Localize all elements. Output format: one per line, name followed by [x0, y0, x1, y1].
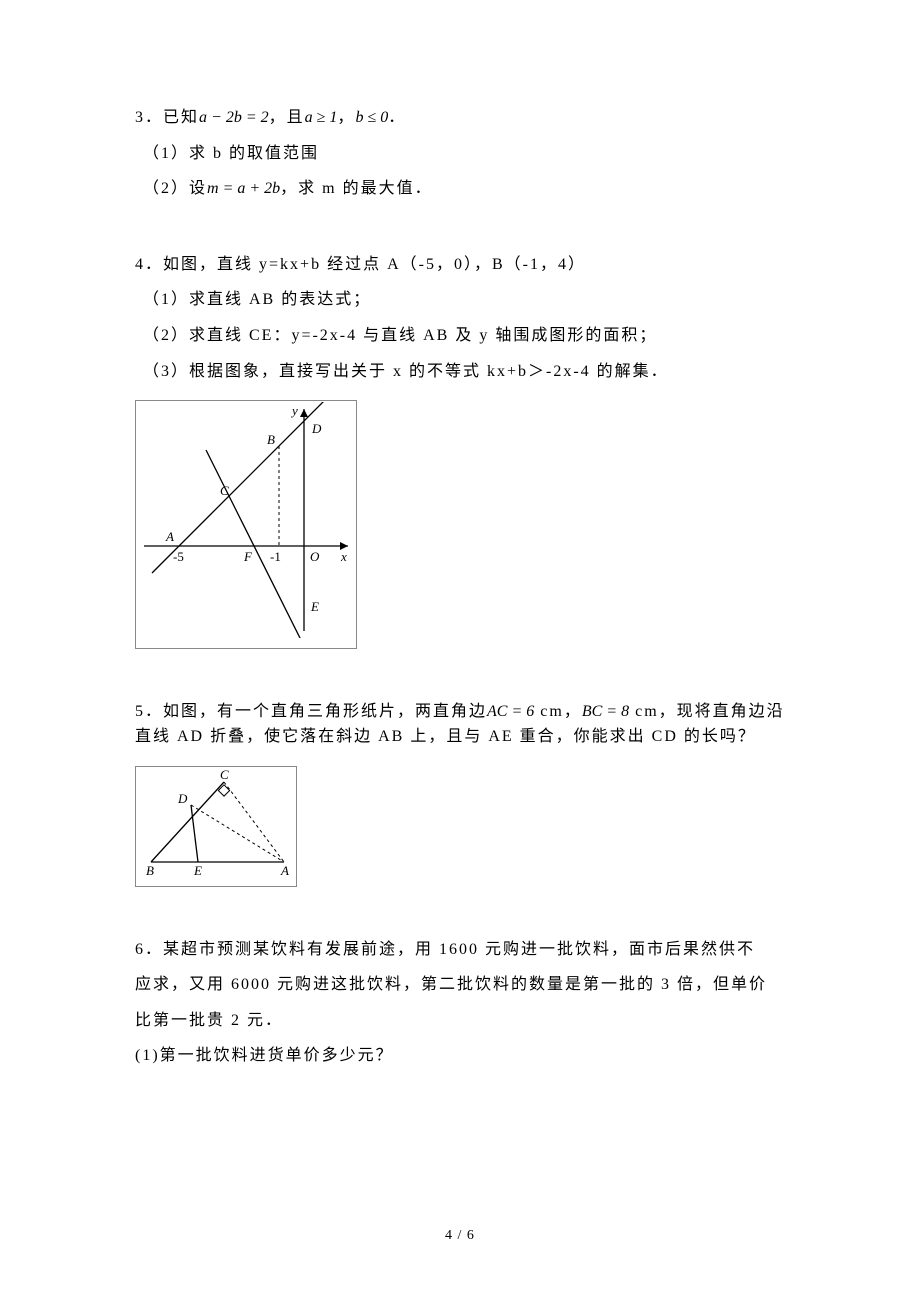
- svg-text:C: C: [220, 767, 229, 782]
- svg-text:x: x: [340, 549, 347, 564]
- problem-6-number: 6．: [135, 941, 163, 958]
- svg-text:B: B: [267, 432, 275, 447]
- problem-3-sub1: （1）求 b 的取值范围: [135, 141, 790, 167]
- svg-text:D: D: [311, 421, 322, 436]
- problem-4: 4．如图，直线 y=kx+b 经过点 A（-5，0），B（-1，4） （1）求直…: [135, 252, 790, 649]
- svg-text:A: A: [165, 529, 174, 544]
- problem-4-number: 4．: [135, 256, 163, 273]
- page-number: 4 / 6: [0, 1225, 920, 1247]
- problem-6-line3: 比第一批贵 2 元．: [135, 1008, 790, 1034]
- problem-5: 5．如图，有一个直角三角形纸片，两直角边AC = 6 cm，BC = 8 cm，…: [135, 699, 790, 887]
- svg-text:B: B: [146, 863, 154, 877]
- problem-6: 6．某超市预测某饮料有发展前途，用 1600 元购进一批饮料，面市后果然供不 应…: [135, 937, 790, 1069]
- svg-text:-1: -1: [270, 549, 281, 564]
- svg-text:E: E: [310, 599, 319, 614]
- problem-3-stem: 3．已知a − 2b = 2，且a ≥ 1，b ≤ 0．: [135, 105, 790, 131]
- problem-4-sub3: （3）根据图象，直接写出关于 x 的不等式 kx+b＞-2x-4 的解集．: [135, 359, 790, 385]
- svg-text:F: F: [243, 549, 253, 564]
- problem-4-stem: 4．如图，直线 y=kx+b 经过点 A（-5，0），B（-1，4）: [135, 252, 790, 278]
- svg-text:y: y: [290, 403, 298, 418]
- problem-6-line1: 6．某超市预测某饮料有发展前途，用 1600 元购进一批饮料，面市后果然供不: [135, 937, 790, 963]
- problem-3-sub2: （2）设m = a + 2b，求 m 的最大值．: [135, 176, 790, 202]
- problem-4-sub2: （2）求直线 CE：y=-2x-4 与直线 AB 及 y 轴围成图形的面积；: [135, 323, 790, 349]
- problem-3-number: 3．: [135, 109, 163, 126]
- svg-text:C: C: [220, 483, 229, 498]
- problem-4-sub1: （1）求直线 AB 的表达式；: [135, 287, 790, 313]
- svg-text:D: D: [177, 791, 188, 806]
- problem-6-line2: 应求，又用 6000 元购进这批饮料，第二批饮料的数量是第一批的 3 倍，但单价: [135, 972, 790, 998]
- page: 3．已知a − 2b = 2，且a ≥ 1，b ≤ 0． （1）求 b 的取值范…: [0, 0, 920, 1302]
- problem-6-sub1: (1)第一批饮料进货单价多少元？: [135, 1043, 790, 1069]
- problem-4-figure: x y O -5 -1 A B C D E: [135, 400, 357, 649]
- problem-5-number: 5．: [135, 703, 163, 720]
- problem-5-figure: B E A C D: [135, 766, 297, 887]
- problem-5-stem: 5．如图，有一个直角三角形纸片，两直角边AC = 6 cm，BC = 8 cm，…: [135, 699, 790, 750]
- svg-text:O: O: [310, 549, 320, 564]
- svg-text:A: A: [280, 863, 289, 877]
- triangle-sketch-icon: B E A C D: [136, 767, 296, 877]
- svg-text:E: E: [193, 863, 202, 877]
- coordinate-graph-icon: x y O -5 -1 A B C D E: [136, 401, 356, 639]
- problem-3: 3．已知a − 2b = 2，且a ≥ 1，b ≤ 0． （1）求 b 的取值范…: [135, 105, 790, 202]
